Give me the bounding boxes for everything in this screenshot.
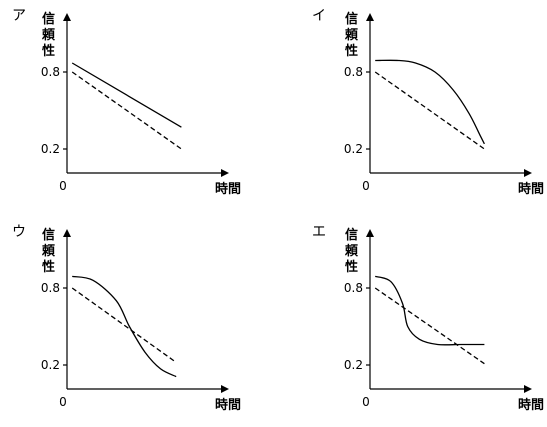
y-tick-label: 0.2 — [41, 358, 60, 372]
origin-label: 0 — [59, 179, 67, 193]
y-tick-label: 0.2 — [344, 358, 363, 372]
x-axis-arrowhead — [524, 385, 532, 393]
dashed-series-line — [374, 71, 485, 150]
y-axis-label-char: 信 — [42, 227, 55, 243]
panel-label: ウ — [12, 224, 26, 240]
y-axis-arrowhead — [366, 13, 374, 21]
panel-label: エ — [312, 224, 326, 240]
x-axis-arrowhead — [221, 385, 229, 393]
y-tick-label: 0.2 — [344, 142, 363, 156]
y-axis-label-char: 頼 — [344, 27, 359, 43]
y-axis-label-char: 頼 — [41, 27, 56, 43]
y-tick-label: 0.8 — [344, 65, 363, 79]
dashed-series-line — [71, 71, 182, 150]
solid-series-line — [375, 59, 485, 145]
y-axis-arrowhead — [63, 229, 71, 237]
y-axis-label-char: 信 — [42, 11, 55, 27]
y-axis-label-char: 性 — [345, 259, 358, 275]
origin-label: 0 — [59, 395, 67, 409]
y-axis-label-char: 信 — [345, 11, 358, 27]
dashed-series-line — [71, 287, 177, 363]
y-axis-label-char: 性 — [42, 43, 55, 59]
y-axis-arrowhead — [63, 13, 71, 21]
panel-label: イ — [312, 8, 326, 24]
x-axis-label: 時間 — [215, 397, 241, 413]
origin-label: 0 — [362, 395, 370, 409]
y-axis-label-char: 性 — [345, 43, 358, 59]
y-axis-label-char: 性 — [42, 259, 55, 275]
y-axis-label-char: 信 — [345, 227, 358, 243]
x-axis-label: 時間 — [518, 397, 544, 413]
y-axis-arrowhead — [366, 229, 374, 237]
origin-label: 0 — [362, 179, 370, 193]
solid-series-line — [71, 62, 182, 128]
x-axis-arrowhead — [221, 169, 229, 177]
x-axis-arrowhead — [524, 169, 532, 177]
panel-label: ア — [12, 8, 26, 24]
x-axis-label: 時間 — [215, 181, 241, 197]
dashed-series-line — [374, 287, 485, 365]
y-axis-label-char: 頼 — [41, 243, 56, 259]
y-tick-label: 0.8 — [41, 65, 60, 79]
solid-series-line — [374, 275, 485, 346]
y-tick-label: 0.8 — [344, 281, 363, 295]
y-axis-label-char: 頼 — [344, 243, 359, 259]
x-axis-label: 時間 — [518, 181, 544, 197]
solid-series-line — [72, 275, 177, 378]
y-tick-label: 0.8 — [41, 281, 60, 295]
y-tick-label: 0.2 — [41, 142, 60, 156]
